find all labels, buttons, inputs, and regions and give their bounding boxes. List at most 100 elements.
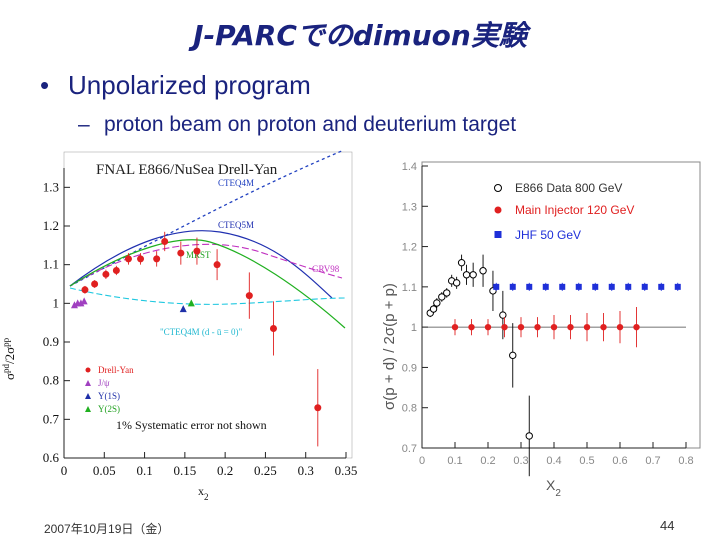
systematic-note: 1% Systematic error not shown (116, 418, 267, 432)
legend-e866-marker (494, 184, 502, 192)
label-cteq4m-zero: "CTEQ4M (d - ū = 0)" (160, 327, 242, 337)
slide-title: J-PARCでのdimuon実験 (193, 19, 527, 52)
y-tick-label: 0.8 (43, 373, 59, 388)
curve-cteq4m (69, 149, 345, 287)
data-point-drell-yan (81, 286, 89, 294)
data-point-jhf-50-gev (608, 283, 615, 290)
sub-bullet-text: proton beam on proton and deuterium targ… (104, 113, 517, 136)
data-point-main-injector-120-gev (501, 323, 508, 331)
legend-upsilon2s: Υ(2S) (98, 404, 120, 414)
data-point-main-injector-120-gev (583, 323, 591, 331)
data-point-jhf-50-gev (658, 283, 665, 290)
e866-ratio-chart: FNAL E866/NuSea Drell-Yan CTEQ4M CTEQ5M … (1, 149, 358, 502)
legend-jpsi: J/ψ (98, 378, 110, 388)
data-point-main-injector-120-gev (567, 323, 574, 331)
data-point-drell-yan (124, 255, 132, 263)
jparc-projection-chart: 0 0.1 0.2 0.3 0.4 0.5 0.6 0.7 0.8 0.7 0.8 0.9 1 1.1 1.… (381, 161, 701, 499)
y-tick-label: 1 (53, 295, 60, 310)
data-point-e866-data-800-gev (479, 267, 487, 275)
data-point-drell-yan (314, 404, 322, 412)
y-tick-label: 0.9 (402, 362, 417, 374)
data-point-jhf-50-gev (526, 283, 533, 290)
y-tick-label: 1.2 (402, 242, 417, 254)
data-point-e866-data-800-gev (429, 305, 438, 313)
data-point-drell-yan (161, 237, 169, 245)
data-point-drell-yan (269, 324, 277, 332)
data-point-jhf-50-gev (625, 283, 632, 290)
data-point-2s (187, 299, 195, 307)
data-point-drell-yan (193, 247, 201, 255)
label-cteq4m: CTEQ4M (218, 178, 254, 188)
data-point-drell-yan (153, 255, 161, 263)
data-point-main-injector-120-gev (451, 323, 459, 331)
data-point-e866-data-800-gev (438, 293, 446, 301)
data-point-main-injector-120-gev (550, 323, 558, 331)
data-point-e866-data-800-gev (433, 299, 441, 307)
data-point-e866-data-800-gev (457, 258, 466, 267)
x-tick-label: 0.1 (447, 455, 462, 467)
y-tick-label: 1.4 (402, 161, 417, 173)
y-tick-label: 0.7 (43, 411, 60, 426)
data-point-main-injector-120-gev (616, 323, 624, 331)
data-point-main-injector-120-gev (517, 323, 525, 331)
data-point-jhf-50-gev (575, 283, 582, 290)
x-tick-label: 0.15 (173, 463, 196, 478)
y-tick-label: 1.1 (402, 282, 417, 294)
data-point-drell-yan (137, 255, 145, 263)
y-tick-label: 0.7 (402, 443, 417, 455)
x-tick-label: 0.2 (480, 455, 495, 467)
label-mrst: MRST (186, 250, 211, 260)
data-point-1s (179, 305, 187, 313)
x-tick-label: 0.4 (546, 455, 561, 467)
x-axis-label: X2 (546, 477, 561, 499)
data-point-jhf-50-gev (592, 283, 599, 290)
x-tick-label: 0.3 (513, 455, 528, 467)
data-point-j (80, 297, 88, 305)
curve-cteq5m (69, 230, 333, 299)
x-tick-label: 0.7 (645, 455, 660, 467)
legend-upsilon1s-marker (85, 393, 91, 399)
data-point-e866-data-800-gev (499, 311, 507, 319)
legend-jhf: JHF 50 GeV (515, 228, 581, 242)
data-point-main-injector-120-gev (534, 323, 541, 331)
sub-bullet-item: – proton beam on proton and deuterium tar… (78, 113, 516, 137)
footer-date: 2007年10月19日（金） (44, 522, 170, 536)
data-point-jhf-50-gev (559, 283, 566, 290)
x-tick-label: 0.6 (612, 455, 627, 467)
x-tick-label: 0 (419, 455, 425, 467)
y-tick-label: 1.1 (43, 257, 59, 272)
label-grv98: GRV98 (312, 264, 340, 274)
legend-jpsi-marker (85, 380, 91, 386)
legend-drell-yan-marker (85, 367, 91, 373)
data-point-jhf-50-gev (674, 283, 681, 290)
data-point-main-injector-120-gev (633, 323, 640, 331)
data-point-e866-data-800-gev (469, 271, 477, 279)
legend: E866 Data 800 GeV Main Injector 120 GeV … (494, 181, 634, 242)
x-tick-label: 0.05 (93, 463, 116, 478)
y-tick-label: 1.2 (43, 218, 59, 233)
x-tick-label: 0.1 (136, 463, 152, 478)
data-point-drell-yan (112, 266, 120, 274)
dash-icon: – (78, 113, 90, 136)
legend-e866: E866 Data 800 GeV (515, 181, 622, 195)
y-tick-label: 1.3 (43, 179, 59, 194)
legend-upsilon2s-marker (85, 406, 91, 412)
legend-jhf-marker (494, 231, 502, 238)
chart-title: FNAL E866/NuSea Drell-Yan (96, 162, 278, 178)
bullet-dot-icon: • (40, 70, 50, 100)
y-axis-label: σ(p + d) / 2σ(p + p) (381, 283, 398, 410)
bullet-text: Unpolarized program (68, 70, 311, 100)
data-point-e866-data-800-gev (443, 289, 451, 297)
curve-mrst (69, 239, 346, 329)
x-tick-label: 0.35 (335, 463, 358, 478)
legend-main-injector-marker (494, 206, 502, 214)
label-cteq5m: CTEQ5M (218, 220, 254, 230)
curve-cteq4m-dbar-ubar-zero (69, 287, 346, 305)
y-axis-label: σpd/2σpp (1, 337, 17, 380)
y-tick-label: 0.9 (43, 334, 59, 349)
data-point-main-injector-120-gev (600, 323, 607, 331)
x-tick-label: 0.8 (678, 455, 693, 467)
legend-main-injector: Main Injector 120 GeV (515, 203, 634, 217)
data-point-jhf-50-gev (509, 283, 516, 290)
x-axis-label: x2 (198, 484, 209, 502)
